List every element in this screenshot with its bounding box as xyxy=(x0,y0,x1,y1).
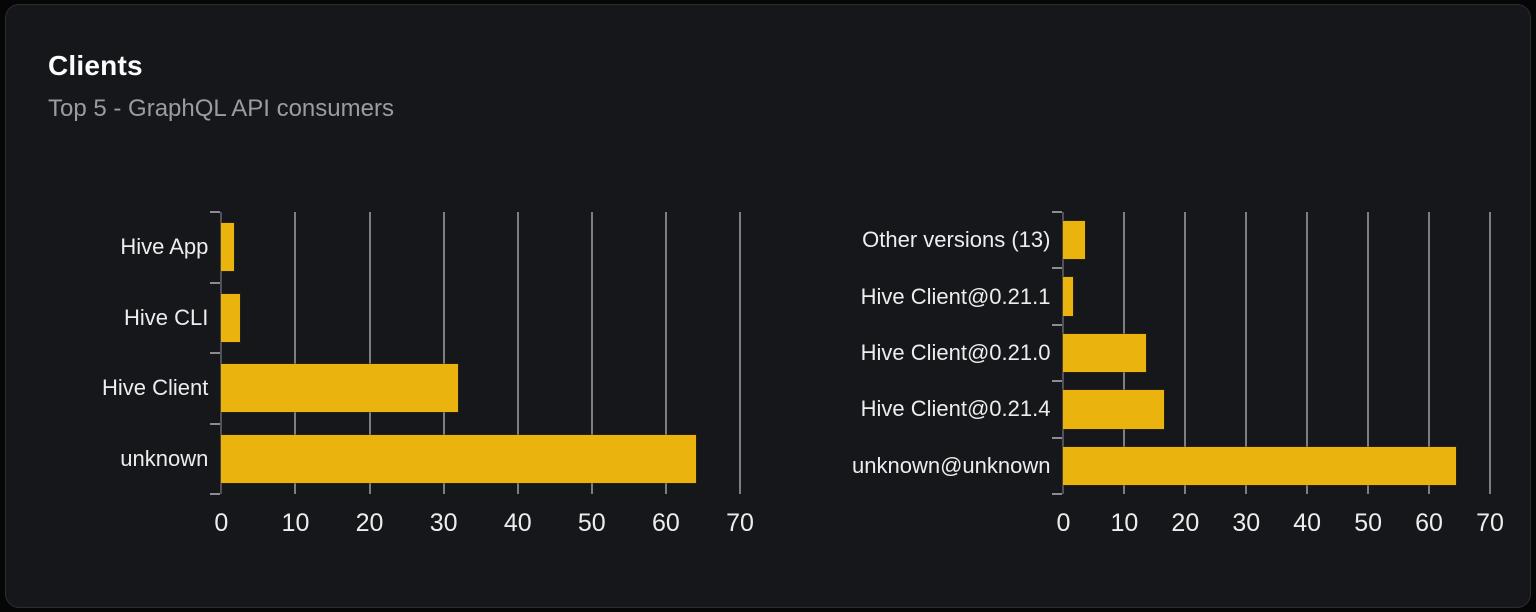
x-tick-label-10: 10 xyxy=(1110,509,1139,537)
plot-area xyxy=(210,211,741,495)
chart-clients-by-version: Other versions (13) Hive Client@0.21.1 Hiv… xyxy=(768,211,1530,546)
x-tick-label-50: 50 xyxy=(1354,509,1383,537)
bar-unknown-unknown[interactable] xyxy=(1062,445,1458,486)
y-axis-labels: Hive App Hive CLI Hive Client unknown xyxy=(102,212,221,494)
y-axis-tick xyxy=(1052,211,1063,213)
x-tick-label-70: 70 xyxy=(726,509,754,537)
gridline-30 xyxy=(1245,212,1247,494)
category-label: Hive Client@0.21.4 xyxy=(860,396,1051,422)
card-header: Clients Top 5 - GraphQL API consumers xyxy=(6,5,1530,124)
charts-row: Hive App Hive CLI Hive Client unknown 0 10 20… xyxy=(6,211,1530,546)
gridline-20 xyxy=(369,212,371,494)
gridline-50 xyxy=(1367,212,1369,494)
x-tick-label-60: 60 xyxy=(652,509,680,537)
category-label: Hive CLI xyxy=(124,304,209,330)
bar-hive-client[interactable] xyxy=(220,363,460,414)
x-tick-label-70: 70 xyxy=(1476,509,1504,537)
y-axis-labels: Other versions (13) Hive Client@0.21.1 Hiv… xyxy=(852,212,1063,494)
gridline-70 xyxy=(1489,212,1491,494)
gridline-40 xyxy=(1306,212,1308,494)
gridline-50 xyxy=(591,212,593,494)
gridline-40 xyxy=(517,212,519,494)
bar-hive-app[interactable] xyxy=(220,222,235,273)
y-axis-tick xyxy=(1052,436,1063,439)
x-tick-label-60: 60 xyxy=(1415,509,1443,537)
x-tick-label-20: 20 xyxy=(355,509,384,537)
category-label: Hive Client@0.21.1 xyxy=(860,283,1051,309)
bar-unknown[interactable] xyxy=(220,433,697,484)
category-label: Hive Client xyxy=(102,375,209,401)
gridline-70 xyxy=(739,212,741,494)
category-label: Hive App xyxy=(120,234,209,260)
card-subtitle: Top 5 - GraphQL API consumers xyxy=(48,95,394,122)
bar-hive-cli[interactable] xyxy=(220,292,241,343)
gridline-60 xyxy=(665,212,667,494)
y-axis-tick xyxy=(210,281,221,284)
category-label: unknown@unknown xyxy=(852,452,1051,478)
bar-hive-client-0-21-0[interactable] xyxy=(1062,332,1147,374)
category-label: Hive Client@0.21.0 xyxy=(860,340,1051,366)
bar-hive-client-0-21-4[interactable] xyxy=(1062,389,1165,430)
x-tick-label-30: 30 xyxy=(429,509,458,537)
x-axis-labels: 0 10 20 30 40 50 60 70 xyxy=(1057,494,1504,546)
x-tick-label-10: 10 xyxy=(281,509,310,537)
y-axis-tick xyxy=(1052,323,1063,326)
x-tick-label-50: 50 xyxy=(577,509,606,537)
y-axis-tick xyxy=(210,422,221,425)
x-axis-labels: 0 10 20 30 40 50 60 70 xyxy=(214,494,753,546)
x-tick-label-30: 30 xyxy=(1232,509,1261,537)
y-axis-tick xyxy=(210,493,221,495)
y-axis-tick xyxy=(1052,380,1063,383)
gridline-20 xyxy=(1184,212,1186,494)
chart-clients-by-name: Hive App Hive CLI Hive Client unknown 0 10 20… xyxy=(6,211,768,546)
bar-other-versions-13-[interactable] xyxy=(1062,220,1086,261)
y-axis-tick xyxy=(1052,267,1063,270)
x-tick-label-40: 40 xyxy=(1293,509,1322,537)
gridline-30 xyxy=(443,212,445,494)
clients-card: Clients Top 5 - GraphQL API consumers Hi… xyxy=(5,4,1531,608)
x-tick-label-0: 0 xyxy=(214,509,229,537)
gridline-60 xyxy=(1428,212,1430,494)
x-tick-label-0: 0 xyxy=(1056,509,1071,537)
card-title: Clients xyxy=(48,50,143,81)
x-tick-label-20: 20 xyxy=(1171,509,1200,537)
bar-hive-client-0-21-1[interactable] xyxy=(1062,276,1074,317)
y-axis-tick xyxy=(210,211,221,213)
gridline-10 xyxy=(294,212,296,494)
x-tick-label-40: 40 xyxy=(503,509,532,537)
y-axis-tick xyxy=(210,352,221,354)
category-label: unknown xyxy=(120,445,209,471)
plot-area xyxy=(1052,211,1491,495)
category-label: Other versions (13) xyxy=(862,227,1051,253)
y-axis-tick xyxy=(1052,493,1063,495)
y-axis-line xyxy=(220,212,223,494)
